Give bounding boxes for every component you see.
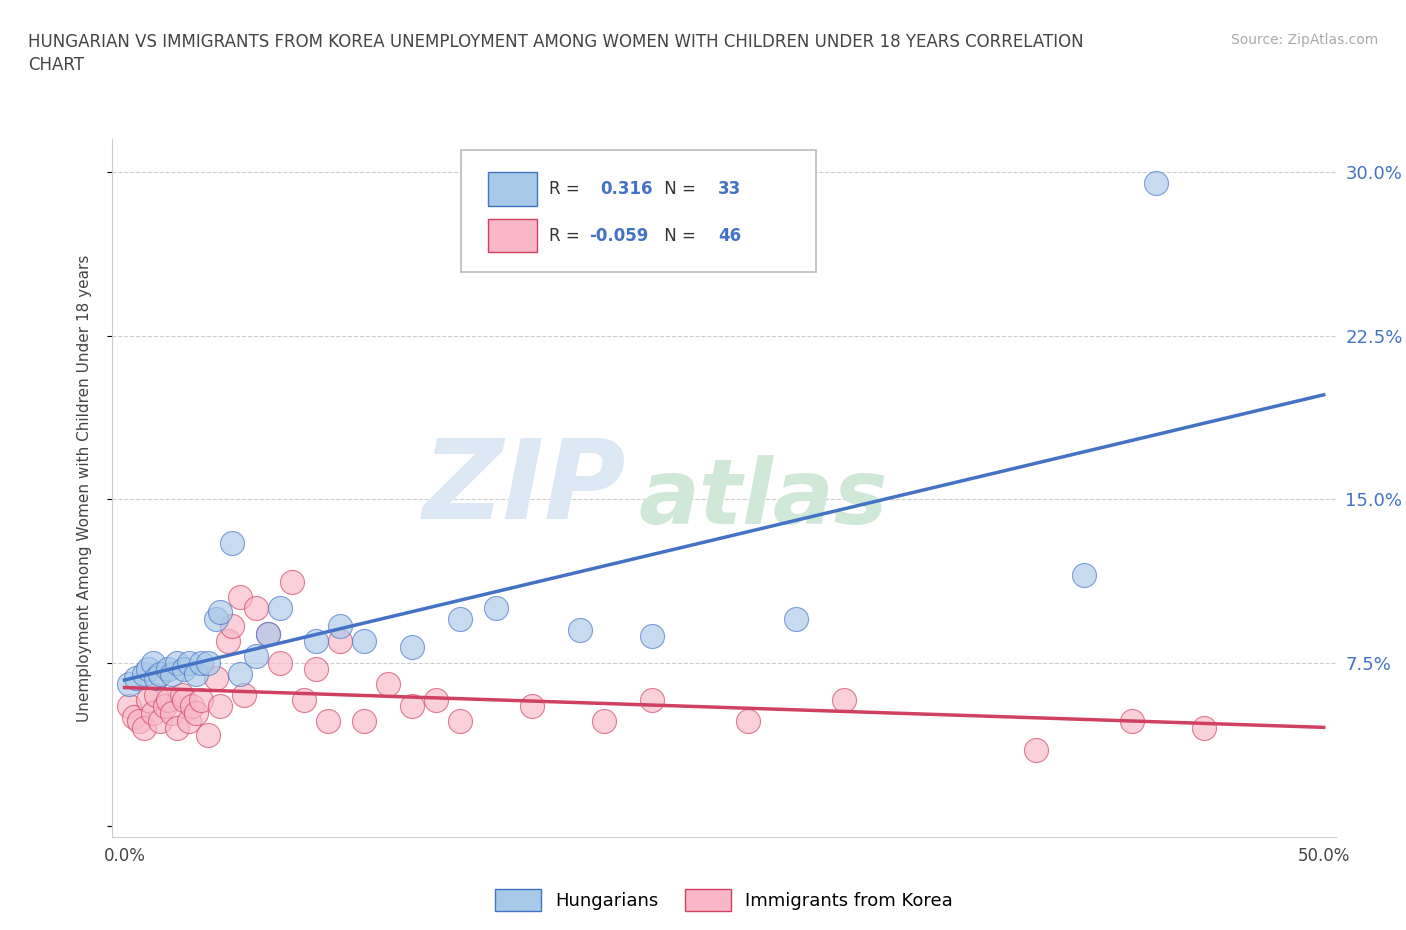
Point	[186, 666, 208, 681]
Text: N =: N =	[659, 180, 702, 198]
Point	[162, 666, 184, 681]
Point	[145, 671, 167, 685]
Point	[132, 721, 155, 736]
Point	[118, 677, 141, 692]
Point	[292, 692, 315, 707]
Text: Source: ZipAtlas.com: Source: ZipAtlas.com	[1230, 33, 1378, 46]
Point	[190, 692, 212, 707]
Text: R =: R =	[550, 180, 585, 198]
Text: -0.059: -0.059	[589, 227, 650, 245]
Point	[179, 656, 201, 671]
Point	[269, 601, 291, 616]
Point	[118, 698, 141, 713]
Point	[138, 692, 160, 707]
Text: 33: 33	[718, 180, 741, 198]
Point	[221, 536, 243, 551]
Point	[257, 627, 280, 642]
Point	[257, 627, 280, 642]
Point	[132, 666, 155, 681]
Point	[209, 698, 232, 713]
Point	[204, 671, 226, 685]
Point	[318, 714, 340, 729]
Point	[170, 688, 193, 703]
Point	[832, 692, 855, 707]
Point	[1073, 568, 1095, 583]
Text: atlas: atlas	[638, 455, 889, 543]
Point	[197, 727, 219, 742]
Point	[353, 633, 375, 648]
Point	[245, 601, 267, 616]
Point	[305, 662, 328, 677]
Point	[162, 705, 184, 720]
Point	[1025, 742, 1047, 757]
Point	[145, 688, 167, 703]
Point	[245, 648, 267, 663]
Point	[166, 656, 188, 671]
Text: 46: 46	[718, 227, 741, 245]
Point	[125, 671, 148, 685]
Point	[401, 698, 423, 713]
Text: CHART: CHART	[28, 56, 84, 73]
Point	[737, 714, 759, 729]
Point	[522, 698, 544, 713]
Point	[166, 721, 188, 736]
Text: ZIP: ZIP	[423, 434, 626, 542]
Point	[190, 656, 212, 671]
Point	[221, 618, 243, 633]
Point	[233, 688, 256, 703]
Point	[1144, 176, 1167, 191]
Point	[149, 666, 172, 681]
Point	[785, 612, 807, 627]
Point	[449, 612, 471, 627]
Point	[641, 692, 664, 707]
Point	[425, 692, 447, 707]
Point	[217, 633, 239, 648]
Y-axis label: Unemployment Among Women with Children Under 18 years: Unemployment Among Women with Children U…	[77, 255, 91, 722]
Point	[138, 662, 160, 677]
Text: N =: N =	[659, 227, 702, 245]
Point	[228, 590, 250, 604]
Point	[122, 710, 145, 724]
Point	[173, 662, 195, 677]
Point	[179, 714, 201, 729]
Point	[142, 656, 165, 671]
Point	[1192, 721, 1215, 736]
Point	[142, 705, 165, 720]
Point	[1121, 714, 1143, 729]
Point	[329, 633, 352, 648]
Point	[128, 714, 150, 729]
Legend: Hungarians, Immigrants from Korea: Hungarians, Immigrants from Korea	[488, 883, 960, 919]
Point	[569, 622, 592, 637]
Point	[269, 656, 291, 671]
Point	[228, 666, 250, 681]
Point	[156, 662, 179, 677]
Point	[173, 692, 195, 707]
Point	[156, 692, 179, 707]
Point	[197, 656, 219, 671]
Point	[449, 714, 471, 729]
Point	[377, 677, 399, 692]
Point	[155, 698, 177, 713]
FancyBboxPatch shape	[488, 219, 537, 253]
Point	[305, 633, 328, 648]
Point	[149, 714, 172, 729]
FancyBboxPatch shape	[488, 172, 537, 206]
Point	[204, 612, 226, 627]
Point	[641, 629, 664, 644]
Point	[281, 575, 304, 590]
Point	[485, 601, 508, 616]
Point	[186, 705, 208, 720]
Point	[593, 714, 616, 729]
Text: HUNGARIAN VS IMMIGRANTS FROM KOREA UNEMPLOYMENT AMONG WOMEN WITH CHILDREN UNDER : HUNGARIAN VS IMMIGRANTS FROM KOREA UNEMP…	[28, 33, 1084, 50]
Point	[401, 640, 423, 655]
Text: 0.316: 0.316	[600, 180, 652, 198]
Point	[329, 618, 352, 633]
Point	[209, 605, 232, 620]
Point	[353, 714, 375, 729]
FancyBboxPatch shape	[461, 150, 815, 272]
Text: R =: R =	[550, 227, 585, 245]
Point	[180, 698, 202, 713]
